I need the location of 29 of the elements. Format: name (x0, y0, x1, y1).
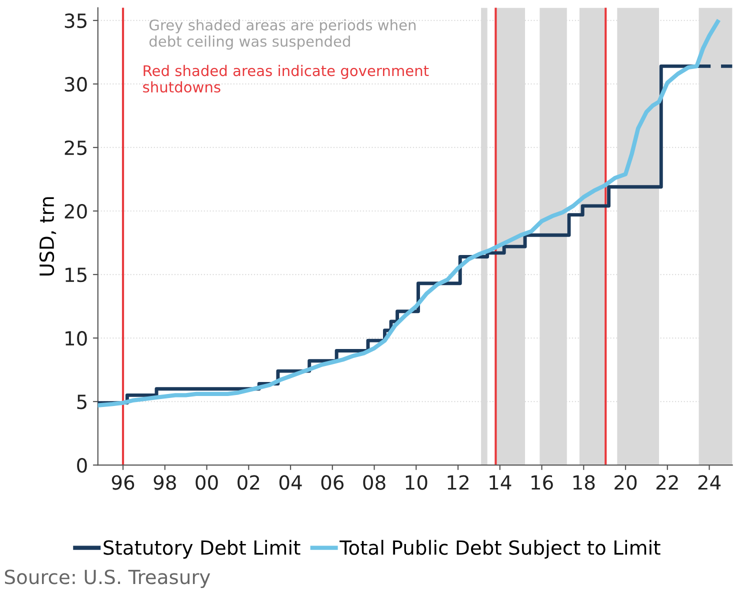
x-tick-label: 24 (698, 475, 721, 490)
x-tick-label: 02 (238, 475, 260, 490)
x-tick-label: 16 (532, 475, 553, 490)
y-tick-label: 35 (64, 13, 86, 28)
source-note: Source: U.S. Treasury (4, 570, 210, 588)
y-tick-label: 10 (66, 330, 87, 346)
x-tick-label: 06 (321, 475, 344, 490)
x-tick-label: 98 (154, 475, 176, 490)
y-tick-label: 5 (77, 394, 86, 410)
x-tick-label: 04 (279, 475, 302, 490)
x-tick-label: 18 (573, 475, 595, 490)
x-tick-label: 08 (363, 475, 386, 490)
y-tick-label: 15 (66, 268, 86, 282)
y-tick-label: 20 (64, 204, 87, 219)
x-tick-label: 96 (112, 475, 134, 490)
y-tick-label: 30 (64, 76, 87, 92)
x-tick-label: 00 (196, 475, 218, 490)
x-tick-label: 22 (656, 475, 678, 490)
x-tick-label: 14 (490, 475, 512, 490)
annotation: Grey shaded areas are periods when debt ceiling was suspended (149, 19, 416, 50)
x-tick-label: 20 (614, 475, 637, 490)
annotation: Red shaded areas indicate government shutdowns (143, 64, 429, 93)
x-tick-label: 12 (448, 475, 468, 490)
legend-label: Total Public Debt Subject to Limit (340, 540, 660, 559)
y-axis-title: USD, trn (39, 197, 56, 276)
x-tick-label: 10 (406, 475, 428, 490)
legend-label: Statutory Debt Limit (104, 540, 300, 559)
y-tick-label: 0 (77, 458, 87, 473)
y-tick-label: 25 (64, 140, 86, 156)
